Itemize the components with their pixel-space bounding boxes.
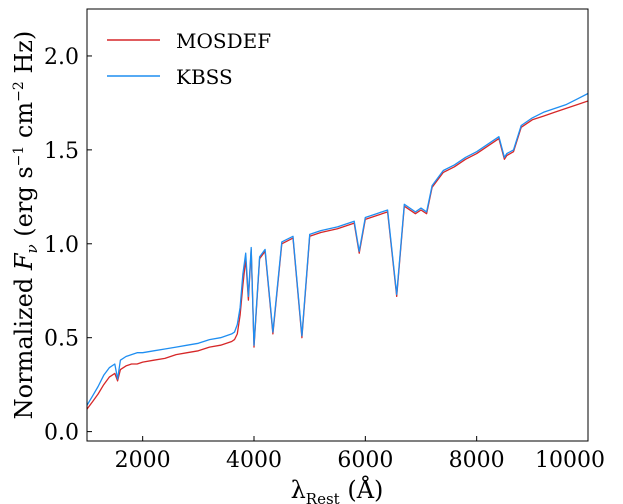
y-tick-label: 2.0 xyxy=(44,45,79,70)
y-tick-label: 1.0 xyxy=(44,233,79,258)
series-line-mosdef xyxy=(87,100,588,410)
y-tick-label: 0.0 xyxy=(44,421,79,446)
x-tick-label: 8000 xyxy=(449,448,505,473)
y-tick-label: 0.5 xyxy=(44,327,79,352)
x-tick-label: 4000 xyxy=(226,448,282,473)
legend-label-mosdef: MOSDEF xyxy=(176,29,271,53)
x-tick-label: 2000 xyxy=(115,448,171,473)
series-line-kbss xyxy=(87,92,588,406)
legend-label-kbss: KBSS xyxy=(176,65,233,89)
x-axis-label: λRest (Å) xyxy=(291,475,384,504)
x-tick-label: 10000 xyxy=(535,448,605,473)
legend: MOSDEF KBSS xyxy=(107,29,271,89)
x-axis-ticks: 2000 4000 6000 8000 10000 xyxy=(115,436,605,473)
y-tick-label: 1.5 xyxy=(44,139,79,164)
series-layer xyxy=(87,92,588,410)
plot-frame xyxy=(86,8,589,442)
x-tick-label: 6000 xyxy=(337,448,393,473)
y-axis-label: Normalized Fν (erg s−1 cm−2 Hz) xyxy=(10,31,41,420)
plot-area xyxy=(86,8,589,442)
y-axis-ticks: 0.0 0.5 1.0 1.5 2.0 xyxy=(44,45,92,446)
